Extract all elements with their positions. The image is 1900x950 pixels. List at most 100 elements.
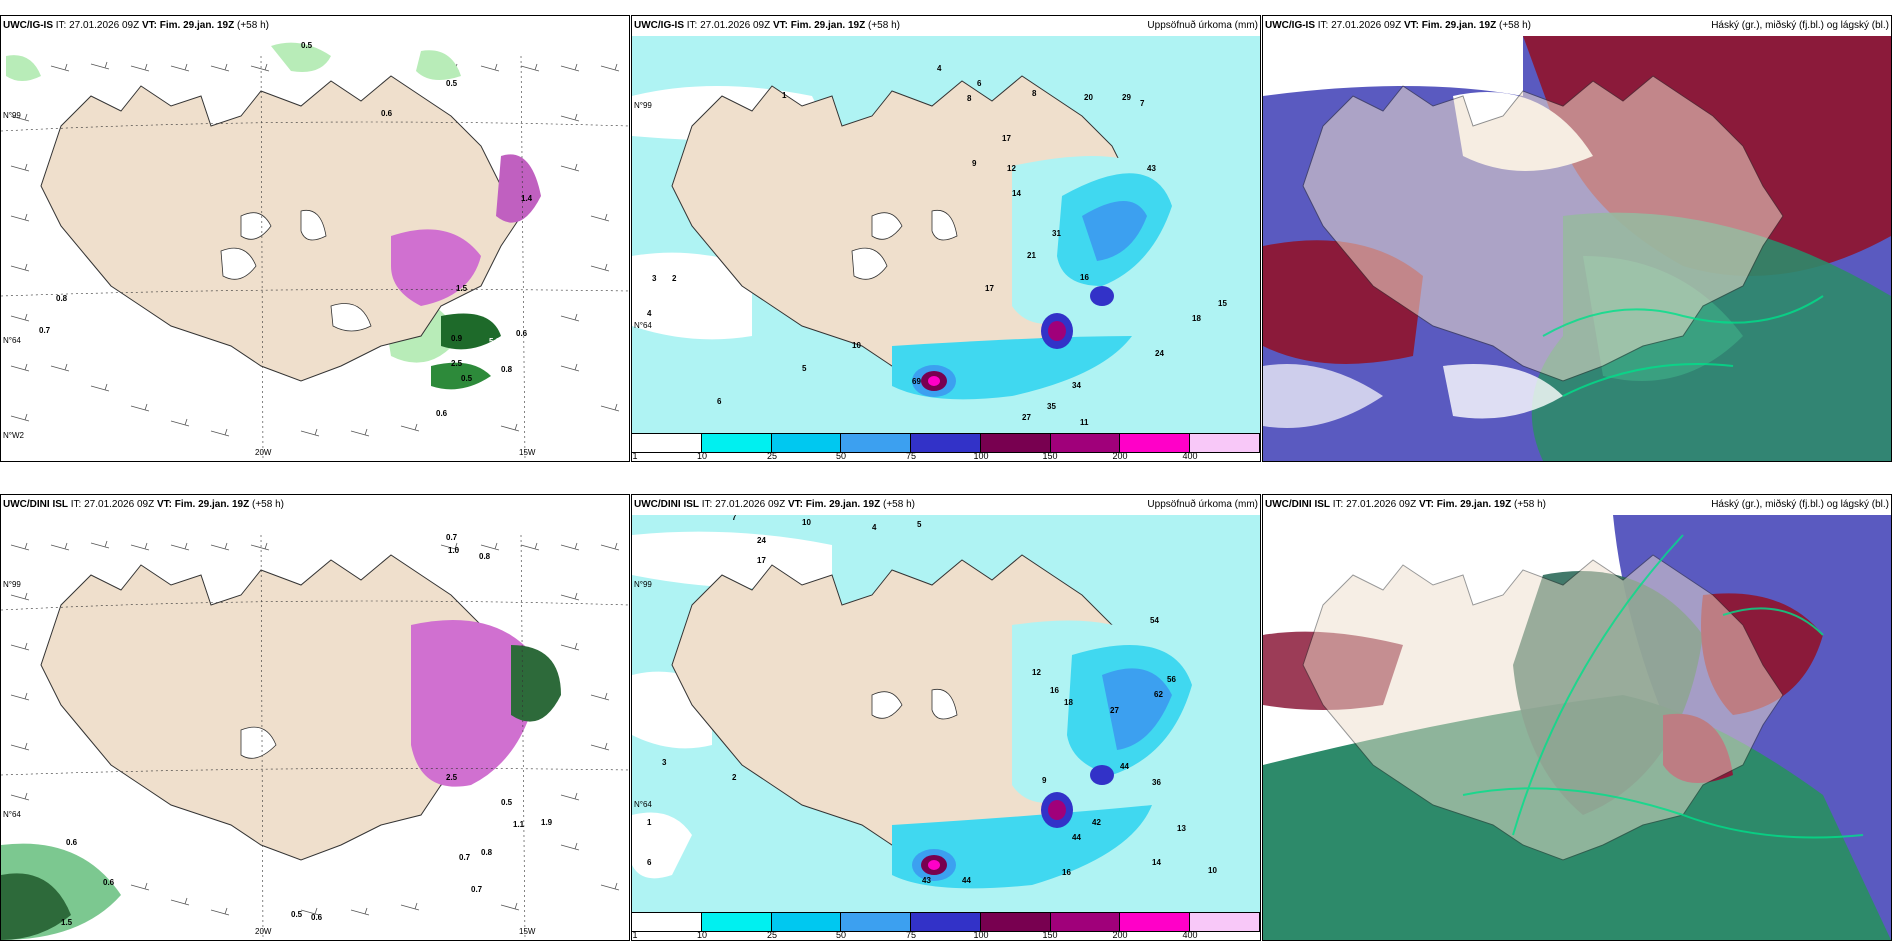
init-time: 27.01.2026 09Z [700, 20, 771, 31]
value-label: 2.5 [446, 773, 458, 782]
model-name: UWC/DINI ISL [1265, 499, 1330, 510]
lead-time: (+58 h) [1514, 499, 1546, 510]
value-label: 15 [1218, 299, 1227, 308]
colorbar-tick: 10 [696, 930, 708, 940]
valid-time: Fim. 29.jan. 19Z [805, 499, 881, 510]
init-time: 27.01.2026 09Z [69, 20, 140, 31]
value-label: 0.6 [66, 838, 78, 847]
panel-header: UWC/IG-IS IT: 27.01.2026 09Z VT: Fim. 29… [632, 16, 1262, 36]
value-label: 0.5 [446, 79, 458, 88]
value-label: 36 [1152, 778, 1161, 787]
value-label: 3 [652, 274, 657, 283]
lat-label: N°64 [634, 800, 652, 809]
value-label: 43 [922, 876, 931, 885]
field-title: Uppsöfnuð úrkoma (mm) [1147, 499, 1258, 510]
value-label: 0.6 [103, 878, 115, 887]
map-canvas: 7 10 4 5 24 17 12 16 18 54 27 62 56 44 3… [632, 515, 1260, 912]
map-canvas [1263, 515, 1891, 940]
lat-label: N°64 [3, 336, 21, 345]
value-label: 29 [1122, 93, 1131, 102]
model-name: UWC/DINI ISL [634, 499, 699, 510]
lat-label: N°99 [3, 111, 21, 120]
colorbar-tick: 50 [835, 930, 847, 940]
model-name: UWC/IG-IS [1265, 20, 1315, 31]
precip-values: 0.7 1.0 0.8 0.6 0.6 1.1 2.5 0.5 0.7 0.8 … [61, 533, 553, 927]
panel-header: UWC/DINI ISL IT: 27.01.2026 09Z VT: Fim.… [632, 495, 1262, 515]
value-label: 0.6 [311, 913, 323, 922]
value-label: 12 [1007, 164, 1016, 173]
value-label: 27 [1110, 706, 1119, 715]
lat-label: N°99 [634, 580, 652, 589]
value-label: 0.8 [501, 365, 513, 374]
it-label: IT: [70, 499, 82, 510]
value-label: 0.7 [39, 326, 51, 335]
colorbar-tick: 400 [1182, 930, 1198, 940]
value-label: 4 [872, 523, 877, 532]
value-label: 18 [1192, 314, 1201, 323]
value-label: 9 [1042, 776, 1047, 785]
valid-time: Fim. 29.jan. 19Z [174, 499, 250, 510]
map-panel-igis-accum-precip: UWC/IG-IS IT: 27.01.2026 09Z VT: Fim. 29… [631, 15, 1261, 462]
it-label: IT: [686, 20, 698, 31]
map-canvas: 0.5 0.6 0.5 0.8 0.7 1.5 2.5 5.2 0.6 0.8 … [1, 36, 629, 461]
lead-time: (+58 h) [237, 20, 269, 31]
value-label: 24 [1155, 349, 1164, 358]
wind-barbs [10, 540, 620, 916]
value-label: 12 [1032, 668, 1041, 677]
colorbar-swatches [632, 433, 1261, 453]
value-label: 0.6 [381, 109, 393, 118]
colorbar-swatch [1120, 913, 1191, 931]
colorbar-tick: 1 [632, 930, 638, 940]
colorbar-tick: 150 [1042, 930, 1058, 940]
model-name: UWC/DINI ISL [3, 499, 68, 510]
colorbar-swatch [841, 913, 912, 931]
value-label: 35 [1047, 402, 1056, 411]
value-label: 0.8 [56, 294, 68, 303]
init-time: 27.01.2026 09Z [1331, 20, 1402, 31]
colorbar-swatch [1050, 434, 1121, 452]
map-panel-igis-clouds: UWC/IG-IS IT: 27.01.2026 09Z VT: Fim. 29… [1262, 15, 1892, 462]
iceland-land [1302, 75, 1784, 382]
colorbar: 1 10 25 50 75 100 150 200 400 [632, 433, 1261, 461]
value-label: 44 [1120, 762, 1129, 771]
value-label: 6 [647, 858, 652, 867]
init-time: 27.01.2026 09Z [1346, 499, 1417, 510]
colorbar-ticks: 1 10 25 50 75 100 150 200 400 [632, 930, 1260, 940]
value-label: 0.8 [479, 552, 491, 561]
value-label: 9 [972, 159, 977, 168]
lead-time: (+58 h) [252, 499, 284, 510]
valid-time: Fim. 29.jan. 19Z [159, 20, 235, 31]
value-label: 17 [757, 556, 766, 565]
value-label: 27 [1022, 413, 1031, 422]
vt-label: VT: [1418, 499, 1434, 510]
value-label: 2 [732, 773, 737, 782]
value-label: 0.5 [291, 910, 303, 919]
lead-time: (+58 h) [883, 499, 915, 510]
value-label: 16 [1062, 868, 1071, 877]
colorbar: 1 10 25 50 75 100 150 200 400 [632, 912, 1261, 940]
value-label: 20 [1084, 93, 1093, 102]
precip-values: 4 6 8 20 29 7 17 9 12 14 43 31 16 21 17 … [647, 64, 1227, 427]
valid-time: Fim. 29.jan. 19Z [1421, 20, 1497, 31]
value-label: 4 [647, 309, 652, 318]
colorbar-swatch [632, 434, 702, 452]
colorbar-tick: 100 [973, 930, 989, 940]
value-label: 0.7 [446, 533, 458, 542]
lon-label: 15W [519, 927, 536, 936]
colorbar-tick: 75 [905, 930, 917, 940]
lead-time: (+58 h) [868, 20, 900, 31]
value-label: 44 [1072, 833, 1081, 842]
colorbar-ticks: 1 10 25 50 75 100 150 200 400 [632, 451, 1260, 461]
value-label: 0.6 [436, 409, 448, 418]
colorbar-swatch [1190, 913, 1261, 931]
colorbar-swatch [841, 434, 912, 452]
value-label: 11 [1080, 418, 1089, 427]
field-title: Háský (gr.), miðský (fj.bl.) og lágský (… [1711, 499, 1889, 510]
panel-header: UWC/IG-IS IT: 27.01.2026 09Z VT: Fim. 29… [1, 16, 631, 36]
colorbar-swatch [980, 913, 1051, 931]
value-label: 17 [985, 284, 994, 293]
panel-header: UWC/DINI ISL IT: 27.01.2026 09Z VT: Fim.… [1, 495, 631, 515]
colorbar-tick: 25 [766, 930, 778, 940]
panel-header: UWC/DINI ISL IT: 27.01.2026 09Z VT: Fim.… [1263, 495, 1893, 515]
it-label: IT: [55, 20, 67, 31]
